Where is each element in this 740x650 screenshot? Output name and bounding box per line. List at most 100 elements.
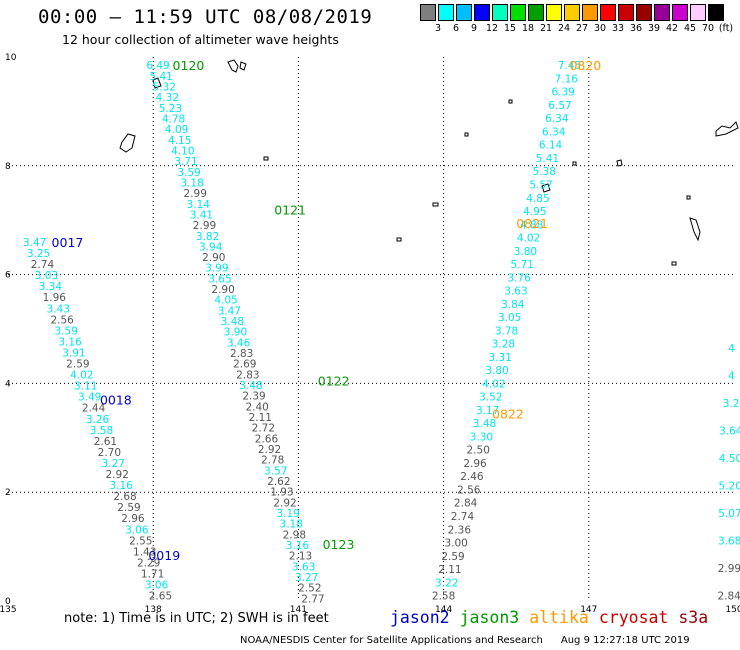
scale-label: 24 [557, 23, 571, 34]
chart-title: 00:00 — 11:59 UTC 08/08/2019 [38, 6, 373, 28]
scale-label: 36 [629, 23, 643, 34]
swh-value: 3.59 [54, 325, 77, 337]
swh-value: 2.83 [236, 369, 259, 381]
swh-value: 5.41 [149, 71, 172, 83]
swh-value: 2.58 [432, 591, 455, 603]
swh-value: 2.72 [252, 423, 275, 435]
pass-time-label: 0123 [323, 537, 355, 552]
swh-value: 5.23 [159, 103, 182, 115]
swh-value: 3.64 [719, 426, 740, 438]
swh-value: 3.63 [292, 561, 315, 573]
swh-value: 3.22 [435, 577, 458, 589]
swh-value: 2.98 [283, 529, 306, 541]
swh-value: 2.61 [94, 436, 117, 448]
swh-value: 4.15 [168, 135, 191, 147]
satellite-legend-item: altika [529, 608, 589, 627]
satellite-legend-item: s3a [678, 608, 709, 627]
swh-value: 2.66 [255, 433, 279, 445]
swh-value: 3.47 [218, 305, 241, 317]
swh-value: 4.85 [526, 193, 549, 205]
swh-value: 6.34 [542, 126, 566, 138]
swh-value: 2.68 [113, 491, 136, 503]
y-tick-label: 2 [5, 488, 11, 498]
swh-value: 6.34 [545, 113, 569, 125]
swh-value: 3.59 [177, 167, 200, 179]
swh-value: 3.48 [221, 316, 244, 328]
swh-value: 4.02 [482, 378, 505, 390]
scale-swatch [420, 4, 436, 21]
chart-subtitle: 12 hour collection of altimeter wave hei… [62, 32, 339, 47]
footer: NOAA/NESDIS Center for Satellite Applica… [240, 635, 690, 646]
swh-value: 1.96 [43, 292, 67, 304]
scale-swatch [546, 4, 562, 21]
swh-value: 7.45 [558, 60, 581, 72]
pass-time-label: 0820 [569, 58, 601, 73]
x-tick-label: 150 [725, 605, 740, 615]
scale-swatch [510, 4, 526, 21]
swh-value: 3.27 [295, 572, 318, 584]
swh-value: 2.84 [717, 591, 740, 603]
swh-value: 2.11 [438, 564, 461, 576]
swh-value: 2.92 [106, 469, 129, 481]
swh-value: 4.02 [517, 233, 540, 245]
x-tick-label: 144 [435, 605, 452, 615]
scale-swatch [654, 4, 670, 21]
swh-value: 2.78 [261, 455, 284, 467]
scale-swatch [438, 4, 454, 21]
swh-value: 3.00 [444, 538, 467, 550]
swh-value: 2.46 [460, 471, 484, 483]
swh-value: 3.71 [174, 156, 197, 168]
swh-value: 5.38 [533, 166, 556, 178]
swh-value: 2.59 [441, 551, 464, 563]
swh-value: 3.16 [109, 480, 133, 492]
swh-value: 3.06 [145, 580, 169, 592]
swh-value: 4 [728, 343, 735, 355]
swh-value: 4.10 [171, 145, 194, 157]
swh-value: 3.34 [39, 281, 63, 293]
swh-value: 7.16 [555, 73, 579, 85]
swh-value: 2.92 [258, 444, 281, 456]
pass-time-label: 0017 [52, 235, 84, 250]
scale-swatch [582, 4, 598, 21]
swh-value: 2.96 [121, 513, 145, 525]
swh-value: 3.80 [485, 365, 508, 377]
swh-value: 3.31 [489, 352, 512, 364]
scale-label: 33 [611, 23, 625, 34]
swh-value: 2.92 [273, 497, 296, 509]
pass-time-label: 0122 [318, 374, 350, 389]
x-tick-label: 147 [580, 605, 597, 615]
swh-value: 2.11 [249, 412, 272, 424]
satellite-legend-item: cryosat [598, 608, 669, 627]
swh-value: 6.57 [548, 100, 571, 112]
swh-value: 4.32 [156, 92, 179, 104]
swh-value: 3.58 [90, 425, 113, 437]
swh-value: 4.02 [70, 370, 93, 382]
color-scale: 3 6 9 12 15 18 21 24 27 30 33 36 39 42 45 70 (ft) [420, 4, 733, 36]
scale-label: 42 [665, 23, 679, 34]
coastline [119, 59, 739, 266]
swh-value: 3.19 [276, 508, 299, 520]
swh-value: 2.59 [117, 502, 140, 514]
swh-value: 4.50 [719, 453, 740, 465]
legend-note: note: 1) Time is in UTC; 2) SWH is in fe… [64, 611, 329, 626]
swh-value: 3.46 [227, 337, 251, 349]
swh-value: 3.26 [86, 414, 110, 426]
swh-value: 3.82 [196, 231, 219, 243]
pass-time-label: 0821 [516, 216, 548, 231]
swh-value: 3.65 [208, 273, 231, 285]
scale-swatch [474, 4, 490, 21]
scale-label: 3 [434, 23, 442, 34]
scale-swatch [636, 4, 652, 21]
swh-value: 1.43 [133, 546, 156, 558]
swh-value: 2.40 [245, 401, 268, 413]
swh-value: 5.41 [536, 153, 559, 165]
scale-swatch [528, 4, 544, 21]
y-tick-label: 10 [5, 53, 17, 63]
swh-value: 2.96 [463, 458, 487, 470]
y-tick-label: 4 [5, 379, 11, 389]
swh-value: 3.28 [492, 339, 515, 351]
swh-value: 3.16 [286, 540, 310, 552]
swh-value: 2.59 [66, 359, 89, 371]
swh-value: 3.91 [62, 347, 85, 359]
